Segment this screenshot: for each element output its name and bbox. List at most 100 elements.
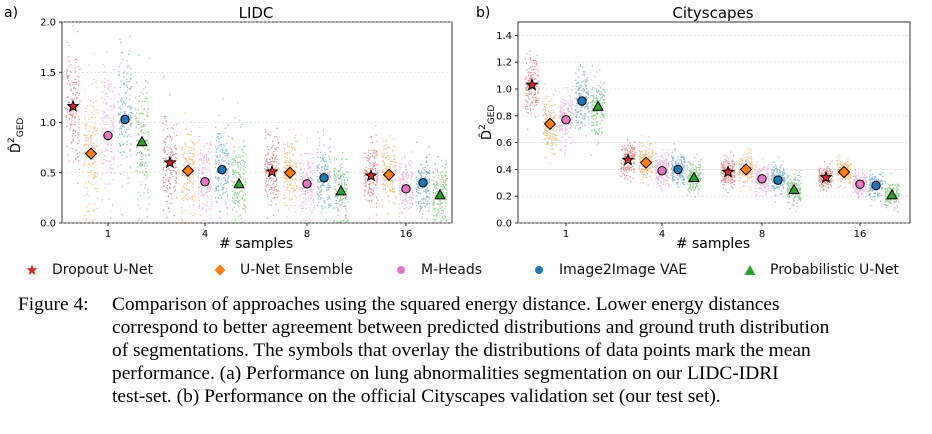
sample-point — [244, 184, 247, 186]
sample-point — [429, 185, 431, 187]
sample-point — [204, 192, 207, 194]
sample-point — [275, 190, 278, 192]
sample-point — [309, 171, 312, 173]
sample-point — [629, 145, 632, 147]
sample-point — [166, 179, 168, 181]
sample-point — [102, 162, 105, 165]
sample-point — [269, 222, 271, 224]
sample-point — [445, 202, 447, 204]
sample-point — [731, 177, 733, 180]
sample-point — [560, 148, 563, 150]
sample-point — [175, 182, 177, 185]
sample-point — [86, 124, 88, 126]
sample-point — [88, 118, 90, 120]
sample-point — [527, 79, 529, 81]
sample-point — [276, 158, 278, 161]
sample-point — [223, 176, 225, 179]
sample-point — [301, 176, 304, 179]
sample-point — [93, 142, 95, 145]
sample-point — [268, 162, 270, 164]
sample-point — [401, 178, 404, 181]
sample-point — [317, 131, 319, 134]
sample-point — [123, 101, 125, 104]
sample-point — [538, 70, 540, 72]
y-tick-label: 0.0 — [496, 219, 512, 230]
sample-point — [394, 172, 397, 174]
sample-point — [86, 187, 89, 189]
sample-point — [240, 177, 242, 179]
sample-point — [311, 218, 313, 221]
sample-point — [294, 182, 296, 184]
sample-point — [445, 220, 447, 222]
sample-point — [105, 160, 107, 162]
sample-point — [271, 161, 273, 163]
sample-point — [668, 183, 670, 185]
sample-point — [365, 199, 368, 201]
sample-point — [339, 221, 342, 223]
sample-point — [526, 86, 528, 89]
sample-point — [333, 159, 336, 161]
sample-point — [398, 203, 400, 205]
sample-point — [343, 179, 346, 182]
sample-point — [227, 176, 229, 178]
sample-point — [170, 139, 173, 141]
sample-point — [284, 180, 287, 182]
sample-point — [525, 108, 527, 110]
sample-point — [90, 170, 92, 172]
sample-point — [286, 154, 288, 156]
sample-point — [651, 150, 653, 152]
sample-point — [188, 205, 191, 207]
sample-point — [724, 158, 726, 161]
sample-point — [168, 179, 170, 181]
sample-point — [365, 153, 367, 155]
sample-point — [339, 204, 341, 206]
sample-point — [113, 103, 115, 105]
sample-point — [416, 141, 418, 144]
sample-point — [130, 123, 132, 126]
sample-point — [277, 166, 279, 169]
sample-point — [181, 209, 184, 211]
sample-point — [329, 150, 332, 153]
sample-point — [225, 157, 228, 159]
sample-point — [725, 180, 727, 183]
sample-point — [214, 145, 217, 148]
sample-point — [566, 86, 569, 89]
sample-point — [344, 173, 346, 175]
sample-point — [437, 156, 439, 158]
sample-point — [145, 178, 147, 180]
sample-point — [656, 181, 658, 183]
sample-point — [85, 182, 87, 184]
sample-point — [148, 154, 150, 157]
plot-area: 0.00.20.40.60.81.01.21.41 4 8 16 — [496, 21, 911, 240]
sample-point — [565, 129, 567, 131]
sample-point — [140, 165, 142, 167]
sample-point — [107, 149, 109, 152]
sample-point — [209, 178, 211, 180]
sample-point — [311, 200, 314, 202]
sample-point — [375, 202, 378, 205]
sample-point — [224, 192, 226, 194]
sample-point — [244, 145, 246, 147]
sample-point — [287, 181, 290, 183]
sample-point — [188, 179, 190, 181]
sample-point — [118, 128, 121, 130]
sample-point — [621, 166, 623, 168]
sample-point — [446, 199, 448, 201]
sample-point — [143, 118, 145, 121]
sample-point — [305, 197, 307, 199]
sample-point — [748, 152, 750, 154]
sample-point — [543, 121, 545, 124]
sample-point — [376, 171, 378, 173]
sample-point — [109, 90, 111, 92]
sample-point — [550, 142, 553, 144]
sample-point — [535, 78, 537, 80]
sample-point — [394, 155, 396, 157]
sample-point — [375, 125, 377, 127]
sample-point — [307, 195, 310, 197]
sample-point — [411, 201, 413, 204]
sample-point — [383, 156, 385, 158]
sample-point — [128, 50, 131, 52]
sample-point — [533, 62, 535, 64]
sample-point — [146, 171, 148, 174]
sample-point — [129, 108, 131, 110]
